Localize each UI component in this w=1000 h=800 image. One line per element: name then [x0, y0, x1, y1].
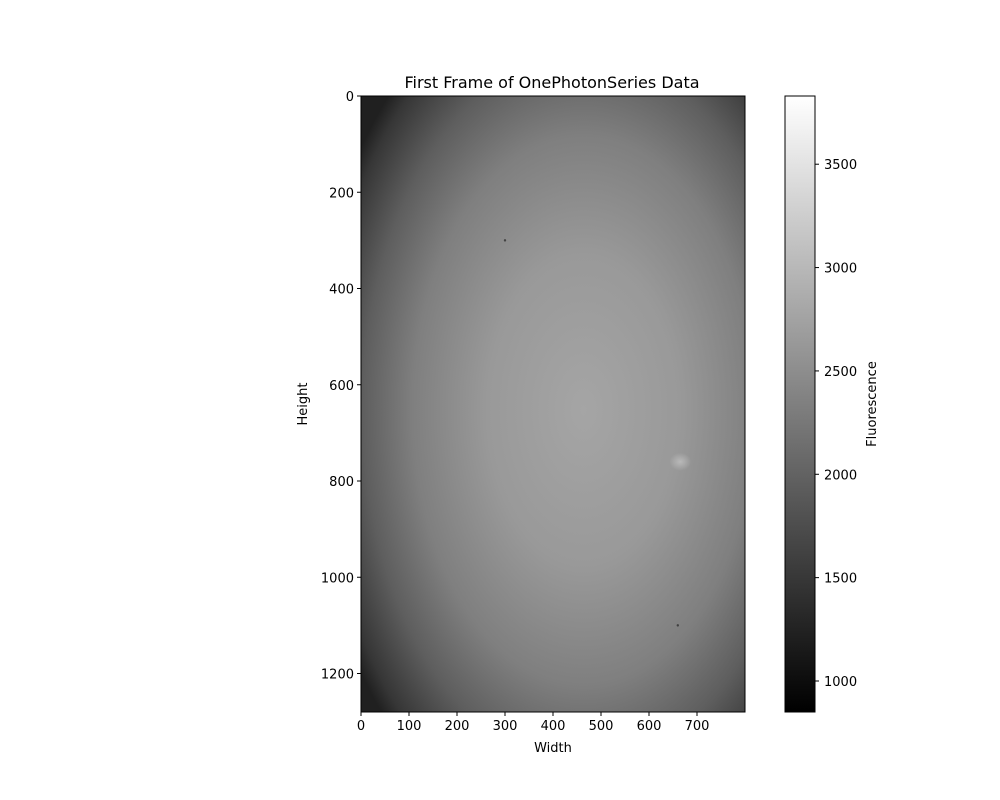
y-tick-label: 1200 — [321, 668, 354, 683]
x-axis: 0 100 200 300 400 500 600 700 — [357, 712, 710, 734]
colorbar-label: Fluorescence — [865, 361, 880, 447]
y-tick-label: 0 — [346, 90, 354, 105]
x-tick-label: 0 — [357, 719, 365, 734]
y-tick-label: 800 — [329, 475, 354, 490]
x-axis-label: Width — [534, 741, 572, 756]
y-axis: 0 200 400 600 800 1000 1200 — [321, 90, 361, 683]
fluorescence-image — [361, 96, 745, 712]
colorbar-frame — [784, 95, 816, 713]
colorbar-axis: 1000 1500 2000 2500 3000 3500 — [815, 158, 857, 690]
x-tick-label: 200 — [445, 719, 470, 734]
y-tick-label: 200 — [329, 186, 354, 201]
x-tick-label: 500 — [589, 719, 614, 734]
y-tick-label: 400 — [329, 283, 354, 298]
x-tick-label: 600 — [637, 719, 662, 734]
chart-title: First Frame of OnePhotonSeries Data — [404, 73, 699, 92]
x-tick-label: 100 — [397, 719, 422, 734]
image-field — [361, 96, 745, 712]
colorbar — [785, 96, 815, 712]
colorbar-tick-label: 2000 — [824, 468, 857, 483]
colorbar-tick-label: 3000 — [824, 262, 857, 277]
colorbar-tick-label: 1000 — [824, 675, 857, 690]
x-tick-label: 300 — [493, 719, 518, 734]
dark-speck — [676, 624, 679, 627]
colorbar-tick-label: 2500 — [824, 365, 857, 380]
bright-spot — [669, 452, 692, 471]
y-axis-label: Height — [296, 383, 311, 426]
dark-speck — [503, 239, 507, 242]
x-tick-label: 700 — [685, 719, 710, 734]
colorbar-tick-label: 3500 — [824, 158, 857, 173]
y-tick-label: 1000 — [321, 571, 354, 586]
x-tick-label: 400 — [541, 719, 566, 734]
colorbar-tick-label: 1500 — [824, 572, 857, 587]
y-tick-label: 600 — [329, 379, 354, 394]
